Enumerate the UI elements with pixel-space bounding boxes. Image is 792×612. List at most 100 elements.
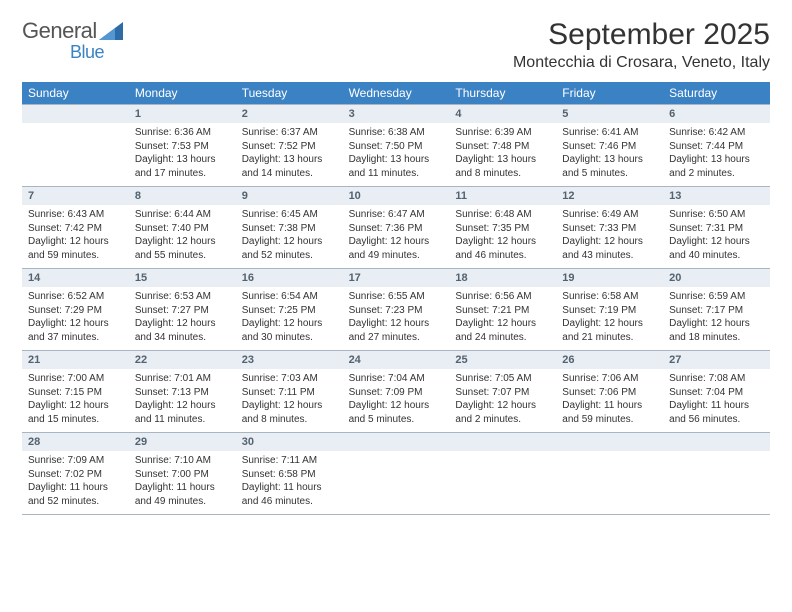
day-detail-line: Daylight: 12 hours [562,235,657,249]
day-number [556,433,663,451]
logo: General Blue [22,18,123,44]
day-detail-line: Sunset: 7:52 PM [242,140,337,154]
day-number: 28 [22,433,129,451]
logo-triangle-icon [99,22,123,40]
day-detail-line: Sunrise: 6:54 AM [242,290,337,304]
calendar-cell: 8Sunrise: 6:44 AMSunset: 7:40 PMDaylight… [129,187,236,268]
day-number: 30 [236,433,343,451]
day-detail-line: Daylight: 13 hours [669,153,764,167]
day-details: Sunrise: 7:04 AMSunset: 7:09 PMDaylight:… [343,369,450,432]
calendar-cell: 10Sunrise: 6:47 AMSunset: 7:36 PMDayligh… [343,187,450,268]
day-detail-line: Sunset: 7:04 PM [669,386,764,400]
day-details: Sunrise: 6:45 AMSunset: 7:38 PMDaylight:… [236,205,343,268]
day-number: 21 [22,351,129,369]
day-detail-line: and 56 minutes. [669,413,764,427]
day-number: 26 [556,351,663,369]
day-details: Sunrise: 6:41 AMSunset: 7:46 PMDaylight:… [556,123,663,186]
day-detail-line: and 18 minutes. [669,331,764,345]
day-detail-line: Sunrise: 6:39 AM [455,126,550,140]
day-detail-line: and 52 minutes. [28,495,123,509]
day-detail-line: and 24 minutes. [455,331,550,345]
day-detail-line: Sunrise: 6:38 AM [349,126,444,140]
calendar-week: 21Sunrise: 7:00 AMSunset: 7:15 PMDayligh… [22,350,770,432]
day-detail-line: and 21 minutes. [562,331,657,345]
calendar-week: 14Sunrise: 6:52 AMSunset: 7:29 PMDayligh… [22,268,770,350]
calendar-cell [663,433,770,514]
day-detail-line: Daylight: 13 hours [349,153,444,167]
calendar-cell: 9Sunrise: 6:45 AMSunset: 7:38 PMDaylight… [236,187,343,268]
day-details [663,451,770,499]
calendar-week: 1Sunrise: 6:36 AMSunset: 7:53 PMDaylight… [22,104,770,186]
calendar-cell: 1 Sunrise: 6:36 AMSunset: 7:53 PMDaylight… [129,105,236,186]
calendar-cell: 4Sunrise: 6:39 AMSunset: 7:48 PMDaylight… [449,105,556,186]
day-detail-line: Sunset: 7:17 PM [669,304,764,318]
day-details: Sunrise: 6:39 AMSunset: 7:48 PMDaylight:… [449,123,556,186]
day-number: 11 [449,187,556,205]
day-number: 10 [343,187,450,205]
day-details: Sunrise: 7:06 AMSunset: 7:06 PMDaylight:… [556,369,663,432]
day-number: 19 [556,269,663,287]
day-detail-line: and 8 minutes. [455,167,550,181]
day-detail-line: and 30 minutes. [242,331,337,345]
day-detail-line: and 27 minutes. [349,331,444,345]
day-detail-line: Sunrise: 6:59 AM [669,290,764,304]
day-number: 23 [236,351,343,369]
day-detail-line: Sunset: 7:46 PM [562,140,657,154]
day-detail-line: and 46 minutes. [455,249,550,263]
day-detail-line: Sunset: 7:53 PM [135,140,230,154]
day-detail-line: Sunrise: 6:45 AM [242,208,337,222]
day-details: Sunrise: 6:59 AMSunset: 7:17 PMDaylight:… [663,287,770,350]
day-number: 18 [449,269,556,287]
day-detail-line: Sunset: 7:21 PM [455,304,550,318]
day-detail-line: Sunset: 7:40 PM [135,222,230,236]
day-detail-line: Sunrise: 6:48 AM [455,208,550,222]
day-detail-line: and 43 minutes. [562,249,657,263]
day-detail-line: Sunrise: 6:41 AM [562,126,657,140]
day-detail-line: and 55 minutes. [135,249,230,263]
day-detail-line: Daylight: 12 hours [28,399,123,413]
day-details: Sunrise: 6:54 AMSunset: 7:25 PMDaylight:… [236,287,343,350]
day-detail-line: Sunrise: 7:06 AM [562,372,657,386]
day-detail-line: Daylight: 13 hours [135,153,230,167]
day-detail-line: and 59 minutes. [562,413,657,427]
day-header: Monday [129,82,236,104]
day-detail-line: and 2 minutes. [669,167,764,181]
calendar-cell [556,433,663,514]
day-detail-line: Sunrise: 7:05 AM [455,372,550,386]
day-detail-line: Daylight: 12 hours [28,317,123,331]
day-details: Sunrise: 6:55 AMSunset: 7:23 PMDaylight:… [343,287,450,350]
day-number: 1 [129,105,236,123]
calendar-cell: 28Sunrise: 7:09 AMSunset: 7:02 PMDayligh… [22,433,129,514]
day-detail-line: Daylight: 12 hours [349,399,444,413]
calendar-cell: 7Sunrise: 6:43 AMSunset: 7:42 PMDaylight… [22,187,129,268]
day-details: Sunrise: 7:09 AMSunset: 7:02 PMDaylight:… [22,451,129,514]
day-detail-line: Sunset: 7:27 PM [135,304,230,318]
day-detail-line: Sunset: 7:25 PM [242,304,337,318]
calendar-cell: 17Sunrise: 6:55 AMSunset: 7:23 PMDayligh… [343,269,450,350]
day-header: Wednesday [343,82,450,104]
day-detail-line: and 46 minutes. [242,495,337,509]
day-detail-line: Sunrise: 6:47 AM [349,208,444,222]
day-detail-line: Sunset: 7:38 PM [242,222,337,236]
day-detail-line: Sunset: 7:44 PM [669,140,764,154]
day-number [449,433,556,451]
day-detail-line: and 11 minutes. [349,167,444,181]
day-detail-line: Daylight: 12 hours [669,317,764,331]
day-detail-line: Sunset: 7:02 PM [28,468,123,482]
day-detail-line: Sunrise: 6:50 AM [669,208,764,222]
day-detail-line: Daylight: 11 hours [562,399,657,413]
day-detail-line: Sunset: 7:33 PM [562,222,657,236]
day-detail-line: Sunrise: 6:36 AM [135,126,230,140]
location-subtitle: Montecchia di Crosara, Veneto, Italy [22,54,770,72]
day-detail-line: Daylight: 12 hours [28,235,123,249]
calendar-cell: 26Sunrise: 7:06 AMSunset: 7:06 PMDayligh… [556,351,663,432]
day-number: 8 [129,187,236,205]
day-details [449,451,556,499]
day-detail-line: Sunset: 7:15 PM [28,386,123,400]
day-detail-line: and 52 minutes. [242,249,337,263]
calendar-cell: 22Sunrise: 7:01 AMSunset: 7:13 PMDayligh… [129,351,236,432]
calendar: Sunday Monday Tuesday Wednesday Thursday… [22,82,770,515]
day-details [556,451,663,499]
day-number [663,433,770,451]
day-details: Sunrise: 6:58 AMSunset: 7:19 PMDaylight:… [556,287,663,350]
